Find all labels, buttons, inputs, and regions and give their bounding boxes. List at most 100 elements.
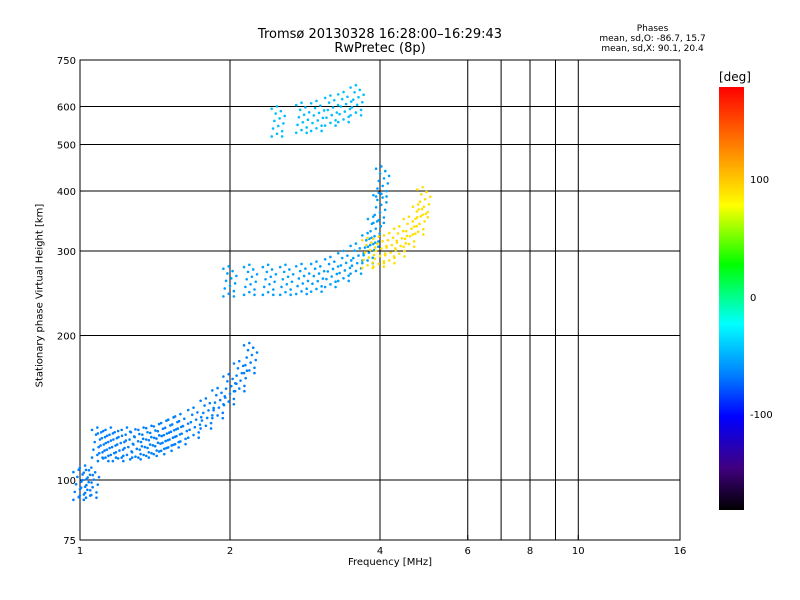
- echo-point: [336, 265, 340, 268]
- echo-point: [311, 121, 314, 125]
- echo-point: [115, 436, 119, 440]
- echo-point: [309, 290, 313, 293]
- echo-point: [159, 442, 162, 445]
- echo-point: [169, 430, 173, 434]
- echo-point: [103, 435, 107, 439]
- echo-point: [227, 400, 230, 403]
- colorbar-tick-label: 100: [750, 175, 770, 186]
- echo-point: [351, 256, 355, 260]
- echo-point: [359, 272, 363, 275]
- y-tick-label: 100: [57, 476, 76, 487]
- echo-point: [197, 436, 200, 440]
- echo-point: [280, 135, 284, 138]
- echo-point: [120, 428, 123, 432]
- y-tick-label: 200: [57, 332, 76, 343]
- echo-point: [354, 242, 358, 245]
- echo-point: [342, 90, 345, 94]
- echo-point: [246, 270, 250, 274]
- echo-point: [327, 101, 331, 104]
- echo-point: [330, 113, 334, 117]
- echo-point: [339, 264, 343, 267]
- echo-point: [93, 440, 97, 444]
- echo-point: [275, 132, 279, 136]
- echo-point: [216, 386, 219, 390]
- echo-point: [251, 268, 255, 271]
- echo-point: [387, 231, 391, 235]
- echo-point: [270, 135, 273, 138]
- echo-point: [170, 449, 173, 453]
- echo-point: [112, 438, 115, 441]
- colorbar-tick-label: -100: [750, 410, 773, 421]
- echo-point: [273, 280, 276, 284]
- echo-point: [221, 411, 225, 415]
- echo-point: [143, 445, 147, 449]
- echo-point: [94, 433, 98, 436]
- echo-point: [236, 366, 240, 370]
- echo-point: [319, 104, 322, 107]
- echo-point: [385, 201, 388, 204]
- y-tick-label: 400: [57, 187, 76, 198]
- echo-point: [374, 205, 378, 209]
- echo-point: [399, 244, 402, 248]
- echo-point: [96, 483, 100, 486]
- echo-point: [312, 274, 316, 278]
- echo-point: [376, 198, 379, 202]
- echo-point: [157, 450, 161, 453]
- echo-point: [245, 356, 248, 359]
- chart-title: Tromsø 20130328 16:28:00–16:29:43: [257, 27, 503, 42]
- echo-point: [199, 427, 202, 430]
- echo-point: [179, 440, 182, 443]
- echo-point: [121, 448, 125, 451]
- echo-point: [231, 269, 234, 273]
- echo-point: [374, 227, 378, 230]
- echo-point: [363, 246, 367, 249]
- echo-point: [96, 453, 99, 457]
- echo-point: [376, 242, 379, 245]
- echo-point: [222, 402, 225, 406]
- x-tick-label: 8: [527, 546, 533, 557]
- echo-point: [95, 496, 98, 500]
- echo-point: [387, 174, 391, 178]
- echo-point: [155, 437, 158, 440]
- echo-point: [162, 452, 166, 456]
- echo-point: [344, 102, 348, 106]
- echo-point: [196, 411, 199, 414]
- echo-point: [331, 106, 335, 109]
- echo-point: [335, 111, 339, 114]
- echo-point: [153, 444, 157, 448]
- echo-point: [120, 434, 124, 438]
- echo-point: [211, 389, 214, 392]
- echo-point: [410, 227, 413, 230]
- echo-point: [171, 436, 175, 440]
- echo-point: [157, 422, 161, 426]
- echo-point: [374, 195, 378, 198]
- echo-point: [379, 247, 383, 250]
- echo-point: [420, 193, 423, 196]
- echo-point: [316, 279, 320, 283]
- echo-point: [393, 261, 396, 265]
- echo-point: [300, 262, 303, 266]
- echo-point: [298, 269, 302, 273]
- echo-point: [102, 443, 106, 446]
- echo-point: [204, 397, 208, 400]
- echo-point: [378, 172, 382, 175]
- echo-point: [207, 409, 210, 412]
- echo-point: [92, 478, 96, 481]
- echo-point: [353, 249, 356, 253]
- phase-colorbar: [719, 87, 744, 510]
- echo-point: [315, 287, 318, 291]
- echo-point: [301, 120, 305, 124]
- echo-point: [253, 288, 256, 291]
- echo-point: [218, 398, 222, 402]
- echo-point: [406, 222, 409, 226]
- echo-point: [170, 423, 174, 426]
- echo-point: [326, 108, 330, 112]
- echo-point: [278, 117, 281, 120]
- echo-point: [161, 441, 164, 445]
- echo-point: [198, 423, 202, 426]
- echo-point: [398, 225, 401, 228]
- echo-point: [372, 265, 375, 268]
- echo-point: [382, 177, 386, 180]
- echo-point: [284, 290, 287, 294]
